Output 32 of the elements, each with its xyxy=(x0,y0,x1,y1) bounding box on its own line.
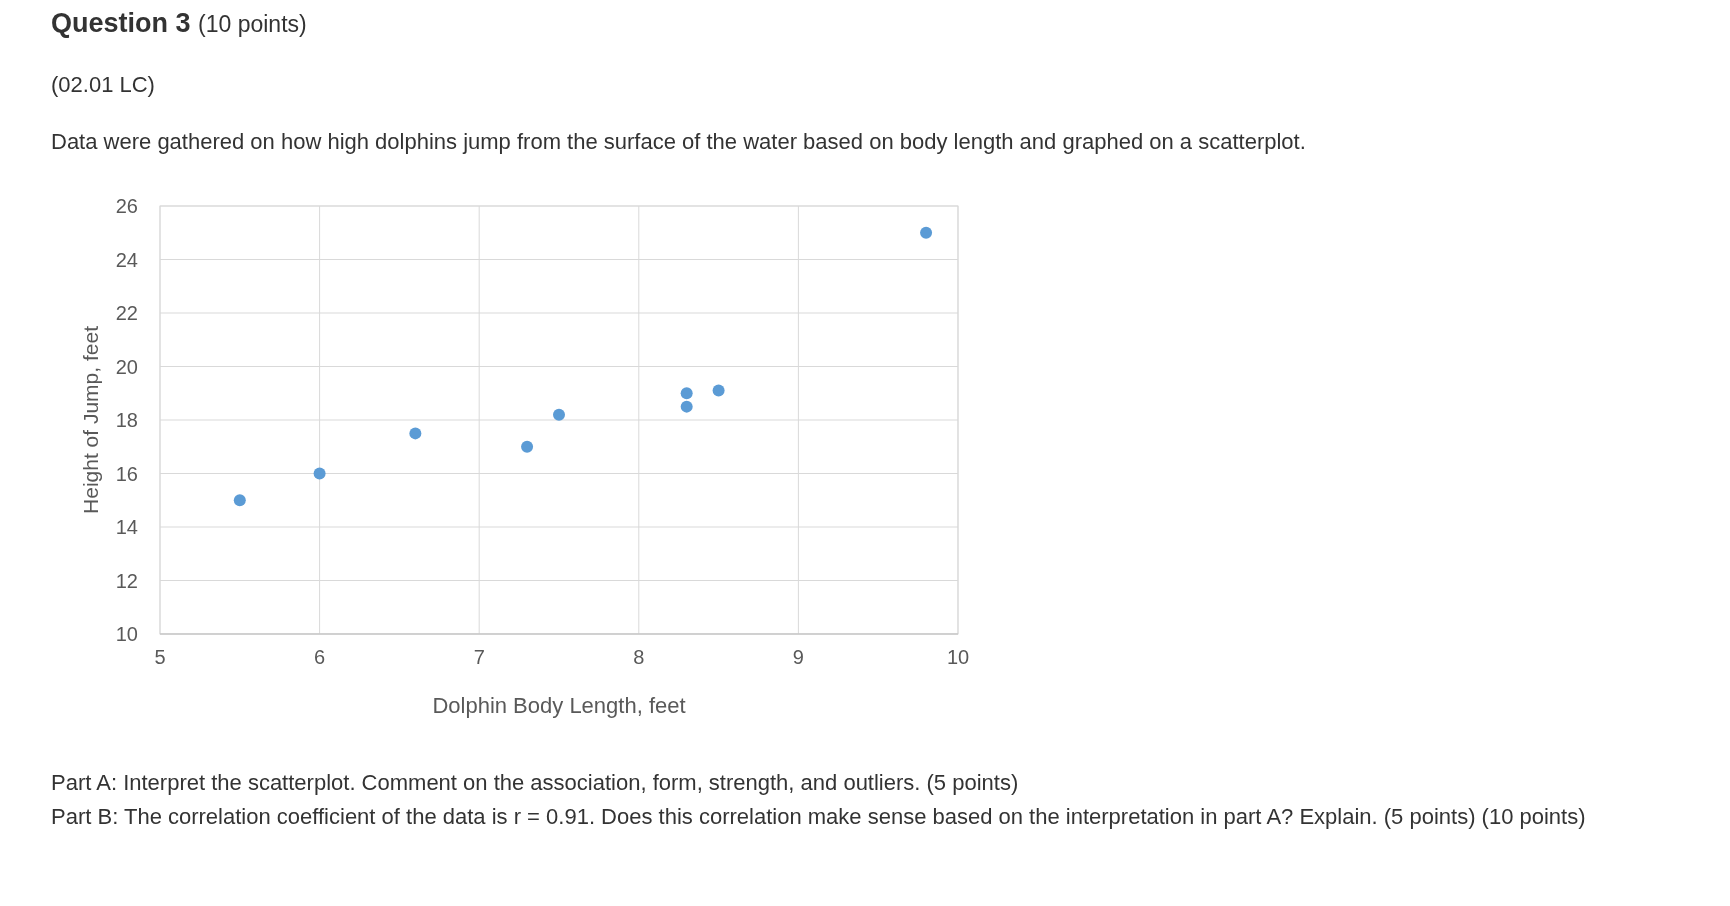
y-tick-label: 10 xyxy=(115,623,138,645)
x-tick-label: 9 xyxy=(792,646,804,668)
x-tick-label: 7 xyxy=(473,646,485,668)
y-tick-label: 14 xyxy=(115,516,138,538)
point xyxy=(920,226,933,239)
text: (02.01 LC) xyxy=(51,72,155,98)
y-tick-label: 18 xyxy=(115,409,138,431)
x-tick-label: 6 xyxy=(314,646,326,668)
text: Part A: Interpret the scatterplot. Comment on the association, form, strength, and outliers. (5 points) xyxy=(51,769,1020,797)
point xyxy=(313,467,326,480)
y-tick-label: 24 xyxy=(115,248,138,271)
x-tick-label: 5 xyxy=(154,646,166,668)
y-axis-title: Height of Jump, feet xyxy=(79,325,102,514)
point xyxy=(409,427,422,440)
point xyxy=(680,400,693,413)
point xyxy=(680,387,693,400)
text: Part B: The correlation coefficient of the data is r = 0.91. Does this correlation make sense based on the interpretation in part A? Explain. (5 points) (10 points) xyxy=(51,803,1587,831)
x-tick-label: 10 xyxy=(946,646,970,668)
x-axis-title: Dolphin Body Length, feet xyxy=(432,693,686,718)
y-tick-label: 12 xyxy=(115,569,138,592)
y-tick-label: 16 xyxy=(115,462,138,485)
point xyxy=(521,440,534,453)
y-tick-label: 20 xyxy=(115,355,138,378)
chart-title: Question 3 xyxy=(51,8,191,38)
x-tick-label: 8 xyxy=(633,646,645,668)
point xyxy=(712,384,725,397)
chart-subtitle: (10 points) xyxy=(198,11,307,37)
point xyxy=(233,494,246,507)
y-tick-label: 26 xyxy=(115,195,138,217)
text: Data were gathered on how high dolphins jump from the surface of the water based on body length and graphed on a scatterplot. xyxy=(51,129,1306,155)
y-tick-label: 22 xyxy=(115,302,138,324)
point xyxy=(553,408,565,421)
